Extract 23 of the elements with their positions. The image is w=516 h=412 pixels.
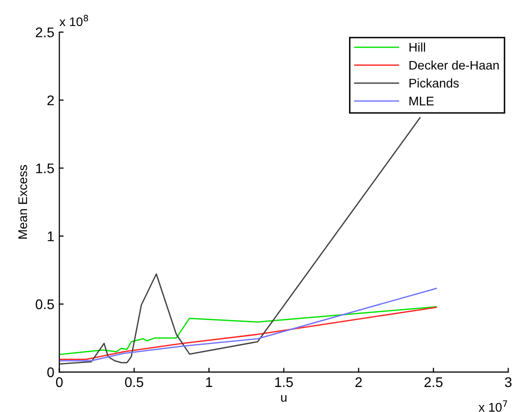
- legend-label: Hill: [410, 42, 426, 52]
- line-series: [60, 288, 437, 362]
- y-tick-label: 0.5: [36, 299, 54, 310]
- y-tick-label: 1: [48, 232, 54, 242]
- y-tick-label: 2.5: [36, 27, 54, 38]
- y-tick-label: 2: [47, 95, 54, 106]
- x-tick-label: 1: [206, 377, 212, 387]
- y-tick-label: 0: [47, 367, 54, 378]
- legend-label: Pickands: [410, 78, 459, 88]
- text: x 10$^{8}$: [59, 14, 88, 26]
- x-tick-label: 0: [56, 377, 63, 388]
- y-tick-label: 1.5: [36, 164, 54, 174]
- legend-label: Decker de-Haan: [410, 60, 499, 70]
- x-tick-label: 1.5: [275, 377, 293, 388]
- y-axis-title: Mean Excess: [18, 165, 28, 239]
- x-axis-title: u: [281, 395, 286, 402]
- text: x 10$^{7}$: [478, 400, 508, 412]
- x-tick-label: 3: [504, 377, 512, 388]
- x-tick-label: 2.5: [424, 377, 443, 388]
- x-tick-label: 0.5: [125, 377, 144, 388]
- x-tick-label: 2: [355, 377, 362, 387]
- legend-label: MLE: [410, 96, 434, 106]
- line-series: [59, 117, 421, 365]
